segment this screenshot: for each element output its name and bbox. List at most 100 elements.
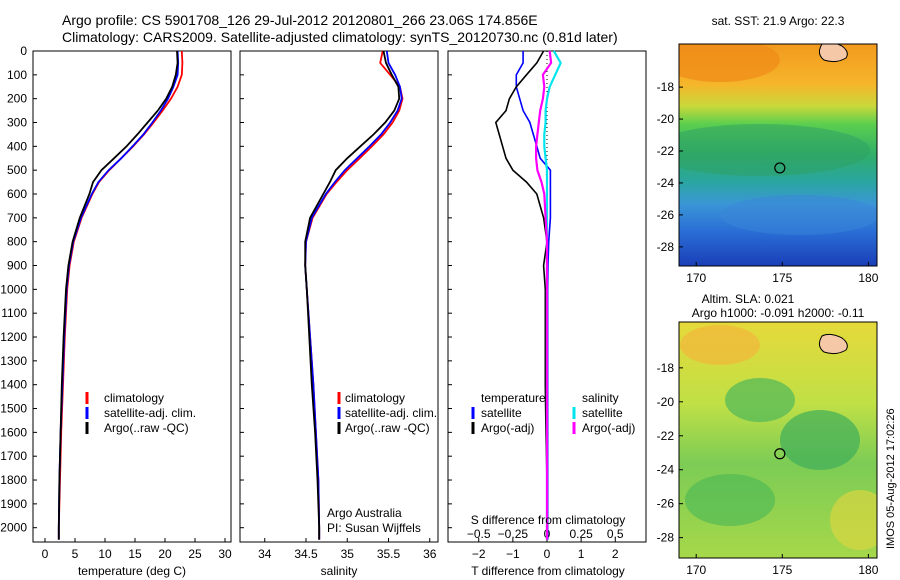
depth-tick-label: 300 bbox=[7, 116, 27, 130]
depth-tick-label: 0 bbox=[20, 44, 27, 58]
difference-t-argo bbox=[494, 50, 548, 540]
salinity-legend: climatology satellite-adj. clim. Argo(..… bbox=[337, 391, 437, 435]
legend-climatology-label: climatology bbox=[345, 391, 405, 405]
depth-tick-label: 400 bbox=[7, 139, 27, 153]
sla-high-patch bbox=[680, 325, 760, 365]
difference-s-xtick-label: 0.5 bbox=[607, 527, 624, 541]
annotation-pi: PI: Susan Wijffels bbox=[327, 521, 421, 535]
temperature-xtick-label: 10 bbox=[98, 547, 112, 561]
salinity-panel: 34 34.5 35 35.5 36 bbox=[258, 50, 437, 561]
temperature-xtick-label: 25 bbox=[188, 547, 202, 561]
difference-t-xtick-label: 1 bbox=[578, 547, 585, 561]
difference-t-xtick-label: −1 bbox=[506, 547, 520, 561]
map-ytick-label: -24 bbox=[657, 463, 675, 477]
sst-map-frame bbox=[678, 43, 878, 267]
depth-tick-label: 1600 bbox=[0, 425, 27, 439]
depth-tick-label: 1400 bbox=[0, 378, 27, 392]
depth-tick-label: 600 bbox=[7, 187, 27, 201]
difference-panel: −2 −1 0 1 2−0.5 −0.25 0 0.25 0.5 bbox=[467, 50, 624, 561]
legend-argo-label: Argo(..raw -QC) bbox=[345, 421, 430, 435]
temperature-xtick-label: 20 bbox=[158, 547, 172, 561]
sla-argo-location-marker bbox=[774, 448, 786, 460]
depth-tick-label: 1700 bbox=[0, 449, 27, 463]
depth-tick-label: 100 bbox=[7, 68, 27, 82]
salinity-series-argo bbox=[304, 50, 401, 540]
map-xtick-label: 180 bbox=[858, 563, 878, 577]
legend-satellite-label: satellite-adj. clim. bbox=[104, 406, 196, 420]
map-xtick-label: 175 bbox=[772, 271, 792, 285]
legend-t-argo-label: Argo(-adj) bbox=[481, 421, 534, 435]
sst-green-band bbox=[679, 124, 870, 176]
difference-t-xlabel: T difference from climatology bbox=[471, 564, 625, 578]
salinity-xtick-label: 34.5 bbox=[294, 547, 318, 561]
salinity-series-satellite bbox=[304, 50, 403, 540]
figure-title-line2: Climatology: CARS2009. Satellite-adjuste… bbox=[62, 29, 618, 45]
depth-tick-label: 700 bbox=[7, 211, 27, 225]
annotation-argo-australia: Argo Australia bbox=[327, 506, 402, 520]
sla-low-patch-1 bbox=[725, 378, 795, 422]
map-ytick-label: -22 bbox=[657, 144, 675, 158]
sla-low-patch-2 bbox=[780, 410, 860, 470]
sla-map-axes: 170 175 180 -18 -20 -22 -24 -26 -28 bbox=[657, 361, 879, 577]
depth-tick-label: 200 bbox=[7, 92, 27, 106]
difference-legend: temperature satellite Argo(-adj) salinit… bbox=[471, 391, 635, 435]
temperature-legend: climatology satellite-adj. clim. Argo(..… bbox=[85, 391, 196, 435]
salinity-xtick-label: 35.5 bbox=[377, 547, 401, 561]
depth-tick-label: 1000 bbox=[0, 282, 27, 296]
imos-timestamp: IMOS 05-Aug-2012 17:02:26 bbox=[885, 408, 897, 549]
map-ytick-label: -26 bbox=[657, 208, 675, 222]
depth-tick-label: 900 bbox=[7, 259, 27, 273]
legend-temperature-header: temperature bbox=[481, 391, 546, 405]
temperature-xtick-label: 15 bbox=[128, 547, 142, 561]
difference-s-argo bbox=[534, 50, 553, 540]
difference-t-xtick-label: 0 bbox=[544, 547, 551, 561]
fiji-island-shape bbox=[818, 44, 848, 63]
sla-map-frame bbox=[678, 321, 878, 559]
legend-salinity-header: salinity bbox=[582, 391, 619, 405]
temperature-series-climatology bbox=[57, 50, 184, 540]
sst-cool-patch bbox=[720, 195, 877, 235]
map-ytick-label: -24 bbox=[657, 176, 675, 190]
temperature-plot-frame bbox=[32, 50, 232, 543]
depth-tick-label: 500 bbox=[7, 163, 27, 177]
legend-s-argo-label: Argo(-adj) bbox=[582, 421, 635, 435]
salinity-xlabel: salinity bbox=[321, 564, 358, 578]
map-xtick-label: 175 bbox=[772, 563, 792, 577]
depth-axis: 0 100 200 300 400 500 600 700 800 900 1000 1100 1200… bbox=[0, 44, 452, 535]
map-ytick-label: -20 bbox=[657, 112, 675, 126]
depth-tick-label: 1900 bbox=[0, 497, 27, 511]
map-xtick-label: 170 bbox=[686, 563, 706, 577]
sst-map-axes: 170 175 180 -18 -20 -22 -24 -26 -28 bbox=[657, 80, 879, 285]
sla-low-patch-3 bbox=[685, 474, 775, 526]
sst-warm-patch bbox=[679, 44, 780, 82]
map-ytick-label: -28 bbox=[657, 531, 675, 545]
legend-argo-label: Argo(..raw -QC) bbox=[104, 421, 189, 435]
sla-map-title-line2: Argo h1000: -0.091 h2000: -0.11 bbox=[692, 306, 865, 320]
temperature-xtick-label: 30 bbox=[218, 547, 232, 561]
sst-map-title: sat. SST: 21.9 Argo: 22.3 bbox=[712, 14, 845, 28]
temperature-series-argo bbox=[57, 50, 179, 540]
difference-t-xtick-label: −2 bbox=[472, 547, 486, 561]
map-ytick-label: -18 bbox=[657, 361, 675, 375]
depth-tick-label: 2000 bbox=[0, 521, 27, 535]
difference-s-xtick-label: 0.25 bbox=[569, 527, 593, 541]
map-ytick-label: -28 bbox=[657, 240, 675, 254]
sst-argo-location-marker bbox=[774, 162, 786, 174]
legend-t-satellite-label: satellite bbox=[481, 406, 522, 420]
temperature-xtick-label: 0 bbox=[42, 547, 49, 561]
legend-climatology-label: climatology bbox=[104, 391, 164, 405]
temperature-panel: 0 5 10 15 20 25 30 bbox=[42, 50, 232, 561]
salinity-plot-frame bbox=[239, 50, 439, 543]
depth-tick-label: 1800 bbox=[0, 473, 27, 487]
legend-satellite-label: satellite-adj. clim. bbox=[345, 406, 437, 420]
salinity-xtick-label: 34 bbox=[258, 547, 272, 561]
figure-title-line1: Argo profile: CS 5901708_126 29-Jul-2012… bbox=[62, 12, 538, 28]
map-ytick-label: -26 bbox=[657, 497, 675, 511]
depth-tick-label: 1100 bbox=[1, 306, 27, 320]
sla-high-patch-2 bbox=[830, 490, 877, 550]
salinity-xtick-label: 36 bbox=[423, 547, 437, 561]
map-xtick-label: 180 bbox=[858, 271, 878, 285]
fiji-island-shape bbox=[818, 333, 848, 355]
map-ytick-label: -20 bbox=[657, 395, 675, 409]
depth-tick-label: 1200 bbox=[0, 330, 27, 344]
